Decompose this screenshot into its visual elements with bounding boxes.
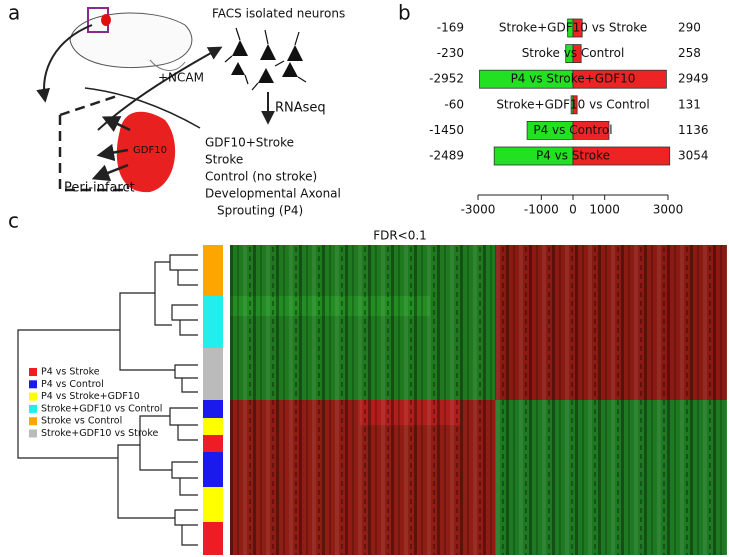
value-label: 2949 <box>678 72 709 86</box>
category-label: Stroke+GDF10 vs Stroke <box>499 21 647 35</box>
label: Peri-infarct <box>64 181 135 196</box>
bar <box>572 44 582 63</box>
x-tick-label: -1000 <box>524 203 559 217</box>
legend-swatch <box>29 429 37 438</box>
category-label: P4 vs Stroke+GDF10 <box>511 72 636 86</box>
bar <box>572 95 578 115</box>
heatmap-title: FDR<0.1 <box>373 229 427 243</box>
legend-swatch <box>29 392 37 401</box>
condition: Stroke <box>205 153 243 167</box>
x-tick-label: -3000 <box>461 203 496 217</box>
category-label: P4 vs Control <box>533 123 612 137</box>
category-label: Stroke vs Control <box>522 46 625 60</box>
value-label: 131 <box>678 97 701 111</box>
legend-swatch <box>29 368 37 376</box>
bar <box>572 69 667 89</box>
label: FACS isolated neurons <box>212 7 345 21</box>
dendrogram <box>17 254 198 546</box>
condition: Control (no stroke) <box>205 170 317 184</box>
value-label: 290 <box>678 21 701 35</box>
label: RNAseq <box>275 101 326 116</box>
category-label: P4 vs Stroke <box>536 149 610 163</box>
panel-label: b <box>398 1 411 25</box>
value-label: -169 <box>437 21 464 35</box>
legend-label: Stroke+GDF10 vs Stroke <box>41 428 158 439</box>
value-label: 1136 <box>678 123 709 137</box>
legend-swatch <box>29 380 37 389</box>
panel-label: c <box>8 209 19 233</box>
legend-swatch <box>29 417 37 426</box>
value-label: -2952 <box>429 72 464 86</box>
legend-swatch <box>29 404 37 413</box>
legend-label: Stroke+GDF10 vs Control <box>41 403 162 414</box>
heatmap <box>230 245 727 555</box>
label: GDF10 <box>133 145 167 156</box>
legend-label: P4 vs Stroke+GDF10 <box>41 391 140 402</box>
value-label: -2489 <box>429 149 464 163</box>
condition: GDF10+Stroke <box>205 136 294 150</box>
x-tick-label: 0 <box>569 203 577 217</box>
color-sidebar <box>203 245 223 555</box>
legend-label: P4 vs Stroke <box>41 367 100 378</box>
legend-label: Stroke vs Control <box>41 416 122 427</box>
value-label: -1450 <box>429 123 464 137</box>
x-tick-label: 1000 <box>589 203 620 217</box>
bar <box>572 121 610 140</box>
label: +NCAM <box>158 71 204 85</box>
legend-label: P4 vs Control <box>41 379 104 390</box>
condition: Developmental Axonal <box>205 187 341 201</box>
bar-chart: -3000 -1000 0 1000 3000 -169 290 Stroke+GDF10 v… <box>429 18 709 217</box>
schematic <box>36 7 307 193</box>
bar <box>572 18 583 38</box>
category-label: Stroke+GDF10 vs Control <box>496 97 649 111</box>
condition: Sprouting (P4) <box>217 204 303 218</box>
x-tick-label: 3000 <box>653 203 684 217</box>
value-label: 3054 <box>678 149 709 163</box>
value-label: -230 <box>437 46 464 60</box>
bar <box>572 146 671 166</box>
value-label: 258 <box>678 46 701 60</box>
panel-label: a <box>8 1 20 25</box>
value-label: -60 <box>444 97 464 111</box>
